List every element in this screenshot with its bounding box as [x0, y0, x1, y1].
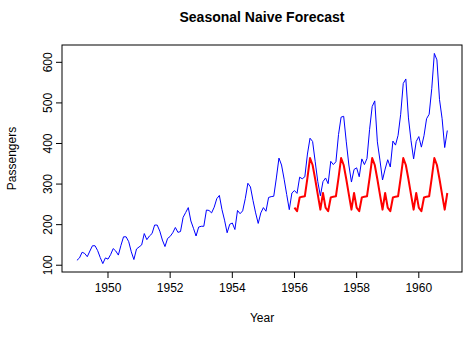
- x-tick-label: 1952: [157, 281, 184, 295]
- x-label: Year: [250, 311, 274, 325]
- series-line: [77, 53, 447, 263]
- y-tick-label: 100: [41, 255, 55, 275]
- x-tick: [107, 272, 108, 278]
- x-tick: [170, 272, 171, 278]
- x-tick: [356, 272, 357, 278]
- y-tick-label: 500: [41, 93, 55, 113]
- background: [0, 0, 474, 338]
- chart: Seasonal Naive Forecast Year Passengers 195…: [0, 0, 474, 338]
- title: Seasonal Naive Forecast: [180, 9, 345, 25]
- x-tick: [418, 272, 419, 278]
- x-tick-label: 1956: [281, 281, 308, 295]
- y-tick: [56, 143, 62, 144]
- x-tick-label: 1950: [95, 281, 122, 295]
- y-tick: [56, 265, 62, 266]
- y-label: Passengers: [5, 127, 19, 190]
- x-tick: [294, 272, 295, 278]
- y-tick-label: 200: [41, 214, 55, 234]
- y-tick-label: 400: [41, 133, 55, 153]
- x-tick: [232, 272, 233, 278]
- y-tick: [56, 102, 62, 103]
- y-tick: [56, 62, 62, 63]
- y-tick: [56, 184, 62, 185]
- x-tick-label: 1954: [219, 281, 246, 295]
- y-tick: [56, 224, 62, 225]
- plot-area: [77, 53, 447, 263]
- y-tick-label: 300: [41, 174, 55, 194]
- x-tick-label: 1960: [405, 281, 432, 295]
- plot-frame: [62, 45, 462, 272]
- y-tick-label: 600: [41, 52, 55, 72]
- x-tick-label: 1958: [343, 281, 370, 295]
- series-line: [294, 158, 447, 211]
